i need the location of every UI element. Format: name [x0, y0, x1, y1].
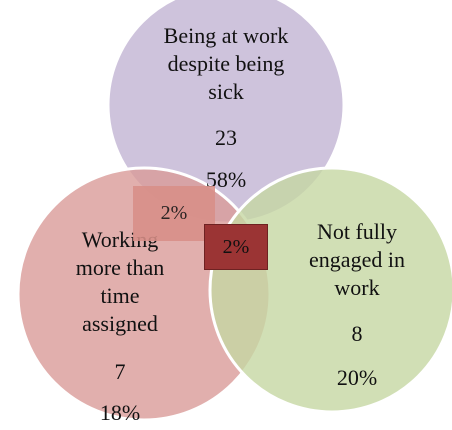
- top-set-line3: sick: [208, 79, 244, 104]
- right-set-percent: 20%: [336, 365, 378, 390]
- overlap-center-box: 2%: [204, 224, 268, 270]
- left-set-line3: time: [100, 283, 140, 308]
- right-set-line3: work: [334, 275, 380, 300]
- overlap-top-left-value: 2%: [160, 202, 188, 224]
- right-set-label: Not fully engaged in work: [282, 218, 432, 302]
- left-set-line2: more than: [75, 255, 165, 280]
- right-set-count: 8: [351, 321, 363, 346]
- left-set-percent: 18%: [99, 400, 141, 425]
- top-set-line1: Being at work: [163, 23, 289, 48]
- overlap-top-left-box: 2%: [133, 186, 215, 241]
- top-set-label: Being at work despite being sick: [126, 22, 326, 106]
- circle-right: [208, 166, 452, 414]
- left-set-line4: assigned: [82, 311, 158, 336]
- right-set-line2: engaged in: [309, 247, 405, 272]
- top-set-count: 23: [215, 125, 237, 150]
- right-set-line1: Not fully: [316, 219, 398, 244]
- overlap-center-value: 2%: [222, 235, 250, 258]
- left-set-label: Working more than time assigned: [40, 226, 200, 338]
- left-set-count: 7: [114, 359, 126, 384]
- top-set-line2: despite being: [167, 51, 285, 76]
